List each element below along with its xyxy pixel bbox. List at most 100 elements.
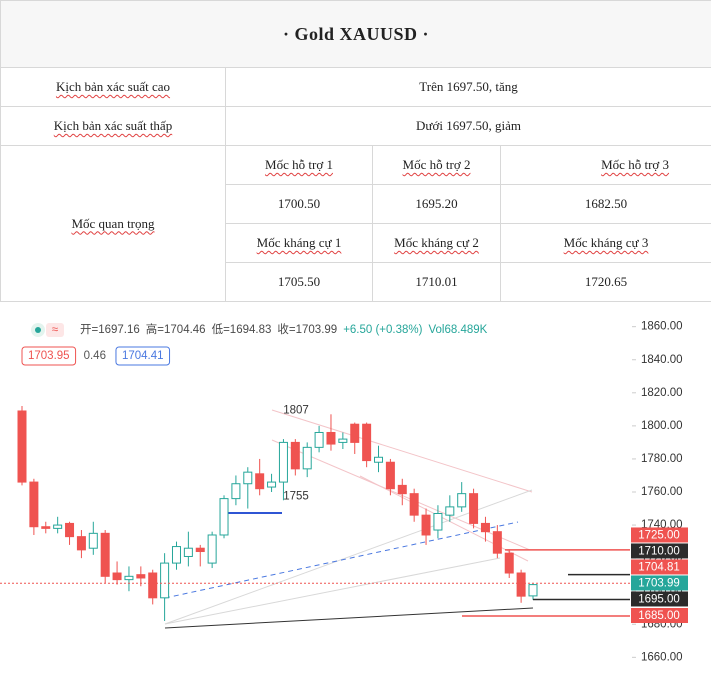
candle-body xyxy=(148,572,158,599)
cell: Mốc quan trọng xyxy=(0,145,226,302)
candle-body xyxy=(17,410,27,483)
cell: Mốc kháng cự 3 xyxy=(499,223,711,263)
candle-body xyxy=(160,562,170,599)
chart-bg xyxy=(0,306,711,678)
price-box: 1704.41 xyxy=(115,346,171,366)
candle-body xyxy=(409,493,419,516)
level-label: 1710.00 xyxy=(638,545,680,557)
cell: Kịch bản xác suất thấp xyxy=(0,106,226,146)
candle-body xyxy=(492,531,502,554)
candle-body xyxy=(374,456,384,463)
price-box-label: 1704.41 xyxy=(122,350,164,362)
candle-body xyxy=(53,524,63,529)
candle-body xyxy=(195,547,205,553)
y-tick-label: 1660.00 xyxy=(641,651,683,663)
y-tick-label: 1800.00 xyxy=(641,420,683,432)
price-box-frame xyxy=(115,346,171,366)
candle-body xyxy=(76,536,86,551)
candle-body xyxy=(421,514,431,536)
candle-body xyxy=(397,484,407,495)
candle-body xyxy=(100,532,110,577)
candle-body xyxy=(480,522,490,533)
quote-bar: ≈ xyxy=(31,323,64,337)
level-label: 1725.00 xyxy=(638,529,680,541)
cell: 1710.01 xyxy=(372,262,501,302)
cell: Kịch bản xác suất cao xyxy=(0,67,226,107)
channel-line xyxy=(271,409,533,493)
candle-body xyxy=(302,446,312,470)
candle-body xyxy=(433,512,443,531)
candle-body xyxy=(124,575,134,581)
price-box-label: 1703.95 xyxy=(28,350,70,362)
indicator-icon xyxy=(46,323,64,337)
candle-body xyxy=(385,461,395,490)
candle-body xyxy=(350,423,360,443)
trend-line xyxy=(164,521,519,599)
y-tick-label: 1840.00 xyxy=(641,354,683,366)
candle-body xyxy=(65,522,75,538)
status-dot xyxy=(35,327,41,333)
level-label: 1704.81 xyxy=(638,561,680,573)
level-label: 1703.99 xyxy=(638,577,680,589)
level-label-box xyxy=(631,543,688,559)
level-label-box xyxy=(631,608,688,623)
quote-item: 高=1704.46 xyxy=(146,322,206,336)
y-tick-label: 1820.00 xyxy=(641,387,683,399)
candle-body xyxy=(290,441,300,470)
candle-body xyxy=(338,438,348,443)
y-tick-label: 1780.00 xyxy=(641,453,683,465)
quote-item: 收=1703.99 xyxy=(277,322,337,336)
candle-body xyxy=(326,431,336,445)
candle-body xyxy=(171,546,181,564)
cell: Mốc hỗ trợ 3 xyxy=(499,145,711,185)
level-label-box xyxy=(631,575,688,591)
candle-body xyxy=(504,552,514,574)
price-box: 1703.95 xyxy=(21,346,77,366)
candle-body xyxy=(314,431,324,448)
level-label: 1685.00 xyxy=(638,610,680,622)
annotation: 1807 xyxy=(283,404,309,416)
cell: Mốc hỗ trợ 2 xyxy=(372,145,501,185)
y-tick-label: 1760.00 xyxy=(641,486,683,498)
cell: Mốc hỗ trợ 1 xyxy=(225,145,373,185)
candle-body xyxy=(445,506,455,516)
cell: 1682.50 xyxy=(499,184,711,224)
annotation: 1755 xyxy=(283,490,309,502)
candle-body xyxy=(219,498,229,536)
price-box-label: 0.46 xyxy=(84,350,106,362)
fan-line xyxy=(164,557,501,625)
candle-body xyxy=(207,534,217,564)
candle-body xyxy=(267,481,277,488)
candle-body xyxy=(136,574,146,579)
indicator-icon: ≈ xyxy=(52,324,58,336)
candle-body xyxy=(516,572,526,597)
candle-body xyxy=(112,572,122,581)
candle-body xyxy=(528,584,538,597)
candle-body xyxy=(362,423,372,462)
cell: 1700.50 xyxy=(225,184,373,224)
trend-line xyxy=(164,607,534,629)
cell: Dưới 1697.50, giảm xyxy=(224,106,711,146)
cell: Mốc kháng cự 2 xyxy=(372,223,501,263)
quote-item: Vol68.489K xyxy=(428,324,487,336)
y-tick-label: 1860.00 xyxy=(641,321,683,333)
cell: 1705.50 xyxy=(225,262,373,302)
candle-body xyxy=(183,547,193,557)
candle-body xyxy=(88,532,98,549)
level-label-box xyxy=(631,559,688,575)
candle-body xyxy=(243,471,253,485)
cell: 1720.65 xyxy=(499,262,711,302)
cell: Trên 1697.50, tăng xyxy=(224,67,711,107)
price-box-frame xyxy=(21,346,77,366)
candle-body xyxy=(29,481,39,528)
quote-item: 开=1697.16 xyxy=(80,324,140,336)
price-box: 0.46 xyxy=(84,350,106,362)
candle-body xyxy=(41,526,51,529)
drawings xyxy=(164,409,534,629)
candle-body xyxy=(457,493,467,508)
candle-body xyxy=(255,473,265,490)
level-label-box xyxy=(631,527,688,543)
quote-item: 低=1694.83 xyxy=(212,323,272,336)
quote-item: +6.50 (+0.38%) xyxy=(343,324,422,336)
